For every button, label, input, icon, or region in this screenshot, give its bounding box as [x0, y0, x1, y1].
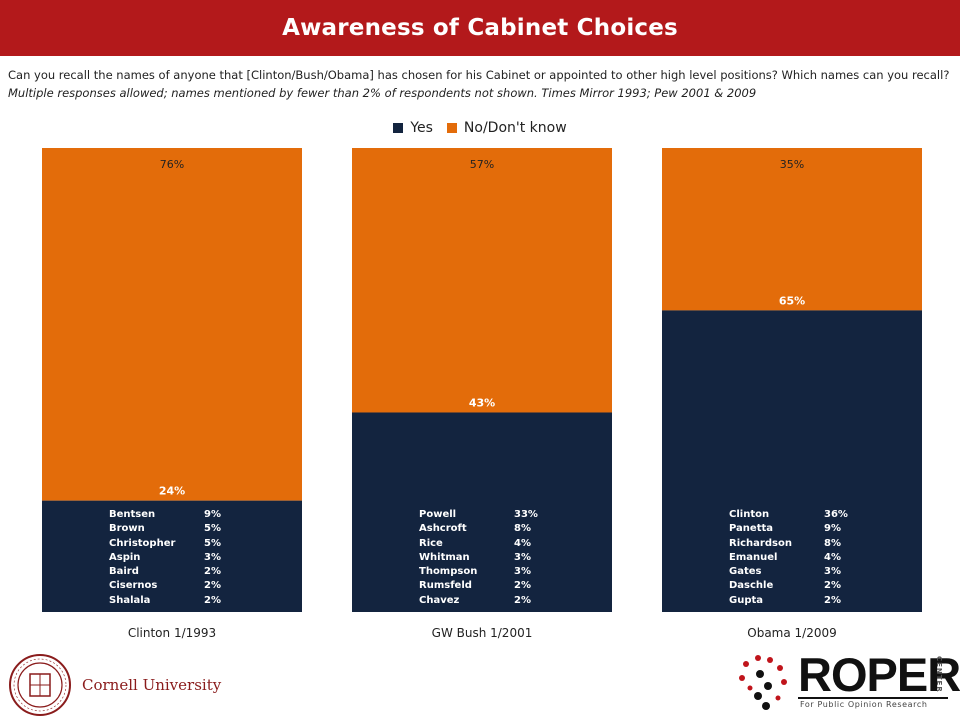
bar-yes-0 [42, 500, 302, 612]
label-yes-1: 43% [469, 396, 495, 409]
names-row-name: Emanuel [729, 551, 778, 563]
names-row-name: Aspin [109, 551, 141, 563]
cornell-seal-logo [9, 654, 71, 716]
label-no-1: 57% [470, 158, 494, 171]
names-row-name: Clinton [729, 509, 770, 520]
cornell-university-text: Cornell University [82, 676, 222, 694]
names-table-1: Powell 33% Ashcroft 8% Rice 4% Whitman 3% Thomps… [419, 508, 554, 608]
roper-subtitle: For Public Opinion Research [798, 697, 948, 711]
names-row-value: 5% [204, 537, 221, 549]
roper-center-text: CENTER [935, 656, 943, 693]
names-row: Christopher 5% [109, 537, 244, 551]
bar-no-2 [662, 148, 922, 311]
survey-question: Can you recall the names of anyone that … [8, 66, 956, 102]
names-row: Panetta 9% [729, 522, 864, 536]
label-no-0: 76% [160, 158, 184, 171]
names-row-name: Shalala [109, 594, 151, 606]
names-row-name: Baird [109, 566, 139, 578]
names-row-name: Rumsfeld [419, 580, 472, 592]
names-row: Aspin 3% [109, 551, 244, 565]
names-row-value: 2% [824, 580, 841, 592]
names-row: Baird 2% [109, 565, 244, 579]
names-row-name: Panetta [729, 523, 774, 535]
names-row-name: Bentsen [109, 509, 156, 520]
names-row: Powell 33% [419, 508, 554, 522]
page-title: Awareness of Cabinet Choices [0, 0, 960, 56]
names-row: Daschle 2% [729, 579, 864, 593]
names-row-name: Powell [419, 509, 457, 520]
names-row-value: 2% [514, 594, 531, 606]
names-row-value: 36% [824, 509, 848, 520]
names-row-value: 3% [204, 551, 221, 563]
question-note: Multiple responses allowed; names mentio… [8, 86, 757, 100]
names-row: Brown 5% [109, 522, 244, 536]
legend-label-no: No/Don't know [463, 120, 567, 136]
names-row-name: Brown [109, 523, 145, 535]
bar-no-1 [352, 148, 612, 413]
category-label-0: Clinton 1/1993 [128, 626, 216, 640]
names-row-value: 4% [824, 551, 841, 563]
legend-swatch-no [446, 123, 457, 133]
names-row-value: 9% [204, 509, 221, 520]
bar-no-0 [42, 148, 302, 501]
names-row-name: Cisernos [109, 580, 158, 592]
names-row-value: 2% [204, 594, 221, 606]
names-row-value: 3% [514, 566, 531, 578]
names-row: Cisernos 2% [109, 579, 244, 593]
names-row-name: Christopher [109, 537, 176, 549]
legend-swatch-yes [393, 123, 404, 133]
names-row-name: Thompson [419, 566, 478, 578]
legend-label-yes: Yes [410, 120, 433, 136]
names-row: Gates 3% [729, 565, 864, 579]
label-yes-2: 65% [779, 294, 805, 307]
names-row-name: Daschle [729, 580, 774, 592]
legend-item-no: No/Don't know [446, 120, 567, 136]
names-row-value: 4% [514, 537, 531, 549]
names-row-value: 5% [204, 523, 221, 535]
names-row-value: 8% [514, 523, 531, 535]
names-row-name: Ashcroft [419, 523, 467, 535]
roper-center-dots-logo [739, 655, 787, 710]
names-row: Shalala 2% [109, 594, 244, 608]
names-row: Chavez 2% [419, 594, 554, 608]
names-row: Whitman 3% [419, 551, 554, 565]
question-text: Can you recall the names of anyone that … [8, 68, 950, 82]
chart-legend: Yes No/Don't know [0, 117, 960, 139]
bar-yes-2 [662, 310, 922, 612]
bar-yes-1 [352, 412, 612, 612]
names-row-name: Rice [419, 537, 443, 549]
names-row-value: 8% [824, 537, 841, 549]
label-no-2: 35% [780, 158, 804, 171]
names-row-name: Gupta [729, 594, 764, 606]
names-row-value: 3% [514, 551, 531, 563]
names-table-0: Bentsen 9% Brown 5% Christopher 5% Aspin 3% Bair… [109, 508, 244, 608]
category-label-1: GW Bush 1/2001 [432, 626, 533, 640]
names-row-value: 2% [204, 580, 221, 592]
legend-item-yes: Yes [393, 120, 433, 136]
names-row-name: Gates [729, 566, 762, 578]
names-row: Ashcroft 8% [419, 522, 554, 536]
names-row-value: 2% [204, 566, 221, 578]
names-row: Gupta 2% [729, 594, 864, 608]
names-row-name: Richardson [729, 537, 792, 549]
names-row-name: Whitman [419, 551, 470, 563]
label-yes-0: 24% [159, 485, 185, 498]
names-row: Clinton 36% [729, 508, 864, 522]
names-row-name: Chavez [419, 594, 460, 606]
names-row: Thompson 3% [419, 565, 554, 579]
names-row-value: 33% [514, 509, 538, 520]
names-row: Bentsen 9% [109, 508, 244, 522]
names-row-value: 2% [824, 594, 841, 606]
names-row: Richardson 8% [729, 537, 864, 551]
roper-wordmark: ROPER [798, 648, 960, 701]
names-row: Rumsfeld 2% [419, 579, 554, 593]
names-table-2: Clinton 36% Panetta 9% Richardson 8% Emanuel 4%… [729, 508, 864, 608]
names-row-value: 2% [514, 580, 531, 592]
names-row-value: 9% [824, 523, 841, 535]
category-label-2: Obama 1/2009 [747, 626, 837, 640]
names-row-value: 3% [824, 566, 841, 578]
names-row: Emanuel 4% [729, 551, 864, 565]
names-row: Rice 4% [419, 537, 554, 551]
